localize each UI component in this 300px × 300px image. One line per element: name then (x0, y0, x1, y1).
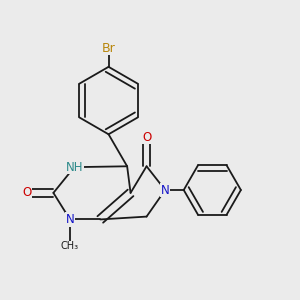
Text: O: O (22, 186, 32, 200)
Text: N: N (66, 213, 74, 226)
Text: Br: Br (102, 42, 116, 55)
Text: CH₃: CH₃ (61, 241, 79, 251)
Text: N: N (161, 184, 170, 196)
Text: NH: NH (65, 160, 83, 174)
Text: O: O (142, 130, 151, 144)
